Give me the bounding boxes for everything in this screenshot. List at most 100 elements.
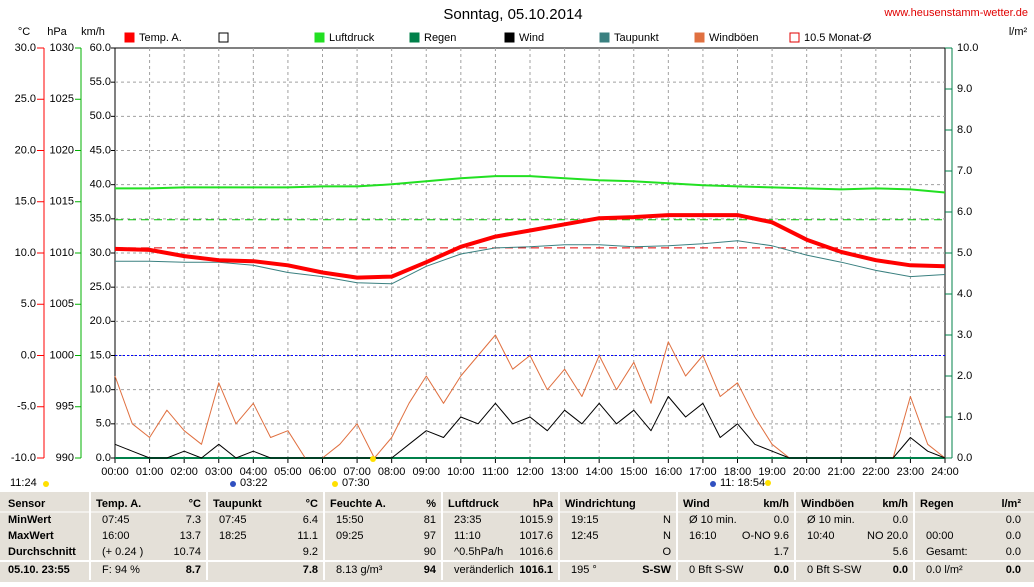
table-header: Feuchte A.	[330, 498, 386, 510]
table-cell: 90	[424, 546, 436, 558]
x-tick-label: 07:00	[343, 466, 371, 478]
y-tick-label: 35.0	[90, 213, 111, 225]
series-line	[114, 396, 946, 459]
x-tick-label: 16:00	[655, 466, 683, 478]
x-tick-label: 22:00	[862, 466, 890, 478]
source-url[interactable]: www.heusenstamm-wetter.de	[883, 7, 1028, 19]
table-header-unit: %	[426, 498, 436, 510]
legend-swatch-blank	[218, 32, 229, 43]
table-header-unit: km/h	[882, 498, 908, 510]
x-tick-label: 10:00	[447, 466, 475, 478]
legend-label: 10.5 Monat-Ø	[804, 32, 872, 44]
y-tick-label: 50.0	[90, 110, 111, 122]
row-label: MaxWert	[8, 530, 54, 542]
x-tick-label: 24:00	[931, 466, 959, 478]
table-cell: 0.0 l/m²	[926, 564, 963, 576]
legend-swatch	[599, 32, 610, 43]
row-label: MinWert	[8, 514, 52, 526]
y-tick-label: 60.0	[90, 42, 111, 54]
y-tick-label: 1020	[50, 144, 74, 156]
table-cell: Ø 10 min.	[689, 514, 737, 526]
table-cell: N	[663, 514, 671, 526]
y-tick-label: -5.0	[17, 401, 36, 413]
x-tick-label: 15:00	[620, 466, 648, 478]
y-tick-label: 55.0	[90, 76, 111, 88]
annotation-icon	[370, 456, 376, 462]
x-tick-label: 12:00	[516, 466, 544, 478]
x-tick-label: 20:00	[793, 466, 821, 478]
table-cell: 0.0	[774, 514, 789, 526]
annotation-icon	[43, 481, 49, 487]
table-cell: 12:45	[571, 530, 599, 542]
y-tick-label: 10.0	[90, 384, 111, 396]
y-tick-label: 40.0	[90, 179, 111, 191]
table-cell: 9.2	[303, 546, 318, 558]
table-header-unit: l/m²	[1001, 498, 1021, 510]
legend-label: Windböen	[709, 32, 759, 44]
table-cell: 0.0	[893, 514, 908, 526]
annotation: 07:30	[342, 477, 370, 489]
y-tick-label: 25.0	[90, 281, 111, 293]
x-tick-label: 04:00	[240, 466, 268, 478]
y-tick-label: 1010	[50, 247, 74, 259]
table-header: Wind	[683, 498, 710, 510]
axis-unit: hPa	[47, 26, 67, 38]
y-tick-label: 2.0	[957, 370, 972, 382]
y-tick-label: 7.0	[957, 165, 972, 177]
table-cell: 81	[424, 514, 436, 526]
y-tick-label: 25.0	[15, 93, 36, 105]
legend-swatch	[314, 32, 325, 43]
x-tick-label: 03:00	[205, 466, 233, 478]
y-tick-label: 1030	[50, 42, 74, 54]
table-cell: ^0.5hPa/h	[454, 546, 503, 558]
table-cell: 11.1	[297, 530, 318, 542]
table-header: Windböen	[801, 498, 854, 510]
x-tick-label: 18:00	[724, 466, 752, 478]
x-tick-label: 14:00	[585, 466, 613, 478]
table-cell: 00:00	[926, 530, 954, 542]
legend-label: Luftdruck	[329, 32, 375, 44]
axis-unit: l/m²	[1009, 26, 1028, 38]
table-cell: 11:10	[454, 530, 481, 542]
y-tick-label: -10.0	[11, 452, 36, 464]
annotation: 11:24	[10, 477, 37, 489]
table-cell: 0.0	[1006, 564, 1021, 576]
legend-label: Temp. A.	[139, 32, 182, 44]
y-tick-label: 8.0	[957, 124, 972, 136]
legend-swatch	[789, 32, 800, 43]
table-cell: 0.0	[774, 564, 789, 576]
table-cell: 16:10	[689, 530, 717, 542]
y-tick-label: 1005	[50, 298, 74, 310]
table-cell: 23:35	[454, 514, 482, 526]
table-cell: 0.0	[893, 564, 908, 576]
x-tick-label: 17:00	[689, 466, 717, 478]
table-header-unit: km/h	[763, 498, 789, 510]
annotation-icon	[710, 481, 716, 487]
table-cell: O	[662, 546, 671, 558]
x-tick-label: 05:00	[274, 466, 302, 478]
table-header: Regen	[920, 498, 954, 510]
y-tick-label: 995	[56, 401, 74, 413]
y-tick-label: 1.0	[957, 411, 972, 423]
annotation-icon	[332, 481, 338, 487]
table-cell: 7.8	[303, 564, 318, 576]
y-tick-label: 0.0	[96, 452, 111, 464]
y-tick-label: 15.0	[15, 196, 36, 208]
table-cell: N	[663, 530, 671, 542]
legend-swatch	[504, 32, 515, 43]
y-tick-label: 5.0	[21, 298, 36, 310]
table-header: Luftdruck	[448, 498, 500, 510]
y-tick-label: 10.0	[957, 42, 978, 54]
x-tick-label: 11:00	[482, 466, 509, 478]
y-tick-label: 9.0	[957, 83, 972, 95]
series-line	[115, 175, 946, 194]
table-cell: 07:45	[102, 514, 130, 526]
y-tick-label: 6.0	[957, 206, 972, 218]
y-tick-label: 0.0	[957, 452, 972, 464]
row-label: Durchschnitt	[8, 546, 76, 558]
y-tick-label: 30.0	[15, 42, 36, 54]
chart-title: Sonntag, 05.10.2014	[443, 6, 582, 23]
table-cell: 0.0	[1006, 546, 1021, 558]
y-tick-label: 1025	[50, 93, 74, 105]
annotation: 11: 18:54	[720, 477, 765, 489]
